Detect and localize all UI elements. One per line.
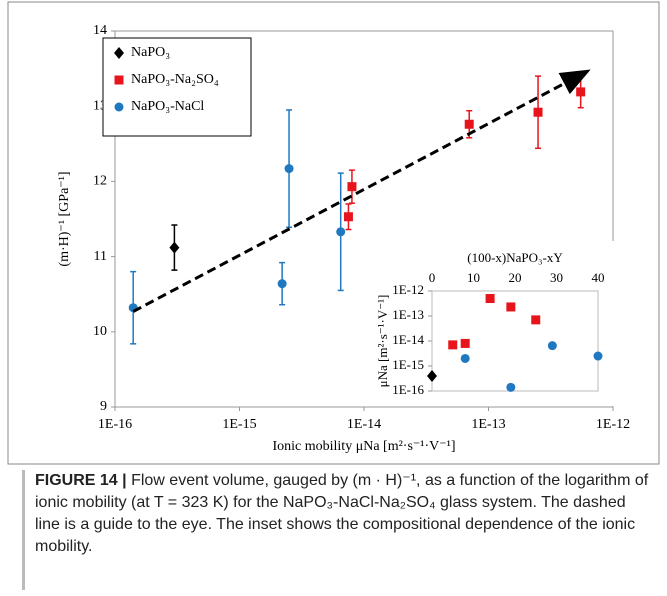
point [169,241,180,254]
y-tick-label: 11 [94,249,107,264]
point [343,212,353,222]
point [284,164,294,174]
x-axis-label: Ionic mobility μNa [m²·s⁻¹·V⁻¹] [272,439,455,454]
caption: FIGURE 14 | Flow event volume, gauged by… [22,470,652,590]
legend-label: NaPO₃-Na₂SO₄ [131,72,219,87]
point [427,369,437,382]
y-tick-label: 1E-13 [392,307,424,322]
point [547,341,557,351]
point [531,315,541,325]
y-axis-label: μNa [m²·s⁻¹·V⁻¹] [375,295,390,388]
caption-text: Flow event volume, gauged by (m · H)⁻¹, … [35,472,649,555]
point [533,107,543,117]
x-tick-label: 0 [429,270,436,285]
legend-label: NaPO₃ [131,45,170,60]
point [485,294,495,304]
guide-line [132,69,591,313]
y-tick-label: 12 [93,174,107,189]
x-tick-label: 1E-14 [347,417,381,432]
point [336,227,346,237]
x-tick-label: 1E-12 [596,417,630,432]
point [460,353,470,363]
point [347,182,357,192]
point [593,351,603,361]
point [277,279,287,289]
chart: 1E-16 1E-15 1E-14 1E-13 1E-1291011121314Ioni… [7,1,660,465]
x-tick-label: 1E-16 [98,417,132,432]
point [464,119,474,129]
legend-marker [114,47,124,59]
x-tick-label: 1E-15 [222,417,256,432]
y-axis-label: (m·H)⁻¹ [GPa⁻¹] [57,171,72,266]
legend-marker [114,102,124,112]
point [448,340,458,350]
inset-background [382,241,618,406]
legend-label: NaPO₃-NaCl [131,99,204,114]
x-tick-label: 30 [550,270,563,285]
x-axis-label: (100-x)NaPO₃-xY [467,250,563,265]
y-tick-label: 14 [93,23,107,38]
y-tick-label: 10 [93,324,107,339]
y-tick-label: 1E-12 [392,282,424,297]
legend-box [102,37,252,137]
x-tick-label: 40 [592,270,605,285]
x-tick-label: 1E-13 [471,417,505,432]
point [460,338,470,348]
point [506,382,516,392]
y-tick-label: 1E-14 [392,332,424,347]
y-tick-label: 9 [100,399,107,414]
caption-label: FIGURE 14 | [35,472,127,489]
x-tick-label: 10 [467,270,480,285]
x-tick-label: 20 [509,270,522,285]
point [576,87,586,97]
figure-frame [7,1,660,465]
point [506,302,516,312]
legend-marker [114,75,124,85]
y-tick-label: 1E-16 [392,382,424,397]
y-tick-label: 1E-15 [392,357,424,372]
